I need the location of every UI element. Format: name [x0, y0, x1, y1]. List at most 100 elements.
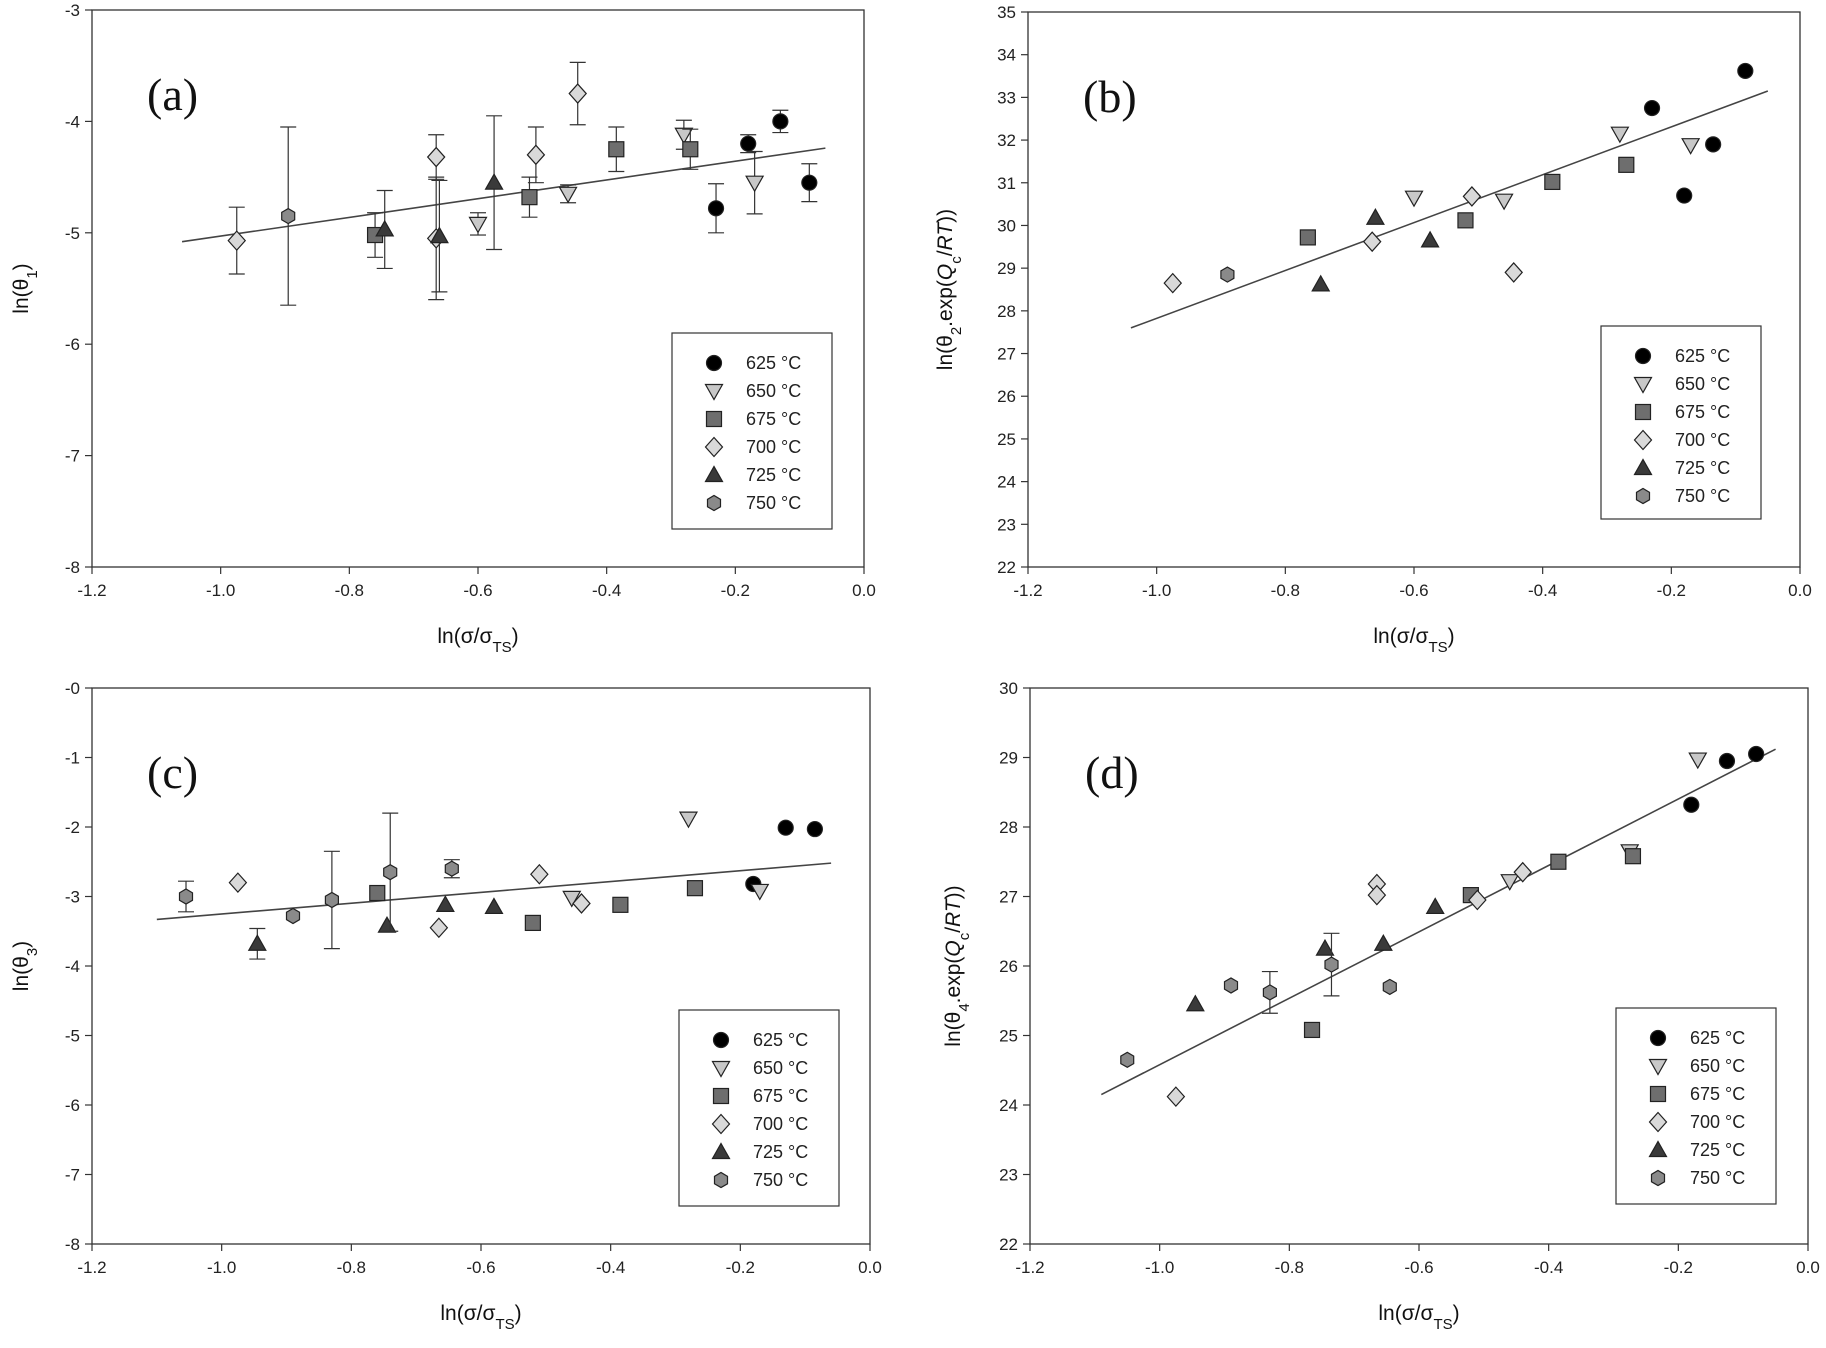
y-tick-label: 29 — [997, 259, 1016, 278]
x-tick-label: -1.0 — [207, 1258, 236, 1277]
legend-label: 650 °C — [1690, 1056, 1745, 1076]
data-point — [429, 917, 449, 939]
x-tick-label: -0.6 — [1404, 1258, 1433, 1277]
data-point — [435, 895, 455, 912]
data-point — [484, 172, 504, 190]
y-tick-label: 30 — [997, 216, 1016, 235]
x-tick-label: -1.2 — [1013, 581, 1042, 600]
legend-label: 625 °C — [1690, 1028, 1745, 1048]
legend-marker — [1633, 458, 1653, 476]
legend-label: 675 °C — [753, 1086, 808, 1106]
y-tick-label: 22 — [999, 1235, 1018, 1254]
x-axis-title: ln(σ/σTS) — [1373, 625, 1454, 656]
data-point — [1748, 745, 1765, 763]
data-point — [1324, 956, 1339, 973]
panel-label: (b) — [1083, 71, 1137, 122]
data-point — [674, 127, 694, 145]
legend-label: 725 °C — [746, 465, 801, 485]
legend: 625 °C 650 °C 675 °C 700 °C 725 °C 750 °C — [1615, 1007, 1777, 1205]
legend-label: 700 °C — [746, 437, 801, 457]
legend-marker — [1633, 429, 1653, 451]
data-point — [1163, 272, 1183, 294]
legend-label: 675 °C — [746, 409, 801, 429]
x-tick-label: -0.8 — [335, 581, 364, 600]
x-tick-label: 0.0 — [1788, 581, 1812, 600]
data-point — [1468, 889, 1487, 911]
data-point — [1382, 978, 1397, 996]
y-tick-label: -6 — [65, 1096, 80, 1115]
y-tick-label: -3 — [65, 888, 80, 907]
data-point — [1550, 853, 1567, 870]
data-point — [1315, 938, 1335, 956]
data-point — [429, 226, 449, 244]
data-point — [678, 811, 698, 829]
legend-label: 650 °C — [1675, 374, 1730, 394]
data-point — [1688, 752, 1708, 770]
data-point — [526, 144, 546, 166]
data-point — [1367, 884, 1387, 906]
y-tick-label: 22 — [997, 558, 1016, 577]
y-tick-label: 34 — [997, 46, 1016, 65]
legend-label: 650 °C — [746, 381, 801, 401]
legend-marker — [1635, 487, 1651, 505]
y-tick-label: 24 — [997, 473, 1016, 492]
data-point — [1223, 977, 1239, 994]
x-axis-title: ln(σ/σTS) — [1378, 1302, 1459, 1333]
data-point — [1166, 1086, 1186, 1108]
data-point — [1311, 274, 1331, 292]
data-point — [1303, 1021, 1321, 1039]
data-point — [521, 189, 538, 206]
data-point — [750, 883, 770, 901]
y-tick-label: -6 — [65, 335, 80, 354]
data-point — [1262, 984, 1278, 1001]
data-point — [1457, 212, 1474, 229]
y-tick-label: 26 — [999, 957, 1018, 976]
y-tick-label: -5 — [65, 1027, 80, 1046]
data-point — [1362, 231, 1382, 253]
legend-marker — [711, 1142, 731, 1160]
y-tick-label: -2 — [65, 818, 80, 837]
legend-label: 625 °C — [1675, 346, 1730, 366]
panel-label: (d) — [1085, 747, 1139, 798]
y-tick-label: 25 — [997, 430, 1016, 449]
data-point — [444, 860, 459, 877]
x-tick-label: -0.6 — [1399, 581, 1428, 600]
y-tick-label: 28 — [999, 818, 1018, 837]
y-tick-label: -1 — [65, 749, 80, 768]
data-point — [686, 880, 704, 897]
legend-marker — [705, 354, 723, 372]
legend-box — [1615, 1007, 1777, 1205]
x-tick-label: -0.2 — [1664, 1258, 1693, 1277]
data-point — [740, 135, 757, 152]
legend: 625 °C 650 °C 675 °C 700 °C 725 °C 750 °C — [678, 1009, 840, 1207]
y-tick-label: 28 — [997, 302, 1016, 321]
panel-label: (a) — [147, 69, 198, 120]
legend-marker — [711, 1060, 731, 1078]
data-point — [1705, 136, 1722, 153]
data-point — [777, 819, 794, 836]
data-point — [1544, 173, 1561, 191]
legend-marker — [704, 383, 724, 401]
legend-marker — [711, 1113, 731, 1135]
x-tick-label: -0.2 — [1657, 581, 1686, 600]
data-point — [562, 890, 582, 908]
y-tick-label: 23 — [997, 515, 1016, 534]
legend-label: 700 °C — [753, 1114, 808, 1134]
legend-marker — [1649, 1085, 1667, 1103]
x-tick-label: -1.0 — [1145, 1258, 1174, 1277]
y-axis-title: ln(θ4.exp(Qc/RT)) — [942, 885, 973, 1046]
x-tick-label: -0.4 — [1528, 581, 1557, 600]
fit-line — [1130, 90, 1769, 329]
x-tick-label: -1.0 — [1142, 581, 1171, 600]
data-point — [375, 219, 395, 237]
data-point — [1120, 1051, 1135, 1068]
legend-label: 725 °C — [1690, 1140, 1745, 1160]
legend-marker — [1650, 1169, 1666, 1187]
panel-b: -1.2 -1.0 -0.8 -0.6 -0.4 -0.2 0.0 22 23 24 25 26 27 2… — [934, 3, 1812, 656]
data-point — [1676, 187, 1693, 204]
y-tick-label: -7 — [65, 1166, 80, 1185]
data-point — [178, 888, 194, 905]
y-tick-label: 24 — [999, 1096, 1018, 1115]
x-tick-label: -1.0 — [206, 581, 235, 600]
fit-line — [156, 862, 832, 921]
